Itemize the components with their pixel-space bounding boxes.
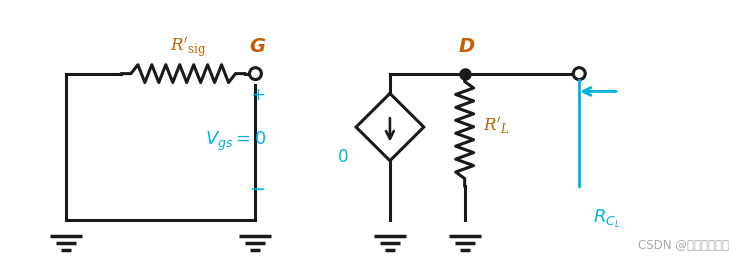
Text: $R_{C_L}$: $R_{C_L}$ — [593, 208, 621, 230]
Text: D: D — [458, 37, 475, 56]
Text: G: G — [250, 37, 265, 56]
Text: 0: 0 — [337, 148, 348, 166]
Text: CSDN @爱寂寞的时光: CSDN @爱寂寞的时光 — [637, 239, 729, 252]
Text: $R'_{\mathrm{sig}}$: $R'_{\mathrm{sig}}$ — [170, 36, 207, 60]
Text: $+$: $+$ — [250, 86, 265, 104]
Text: $-$: $-$ — [250, 178, 265, 197]
Text: $R'_L$: $R'_L$ — [483, 114, 510, 136]
Text: $V_{gs} = 0$: $V_{gs} = 0$ — [205, 129, 266, 153]
